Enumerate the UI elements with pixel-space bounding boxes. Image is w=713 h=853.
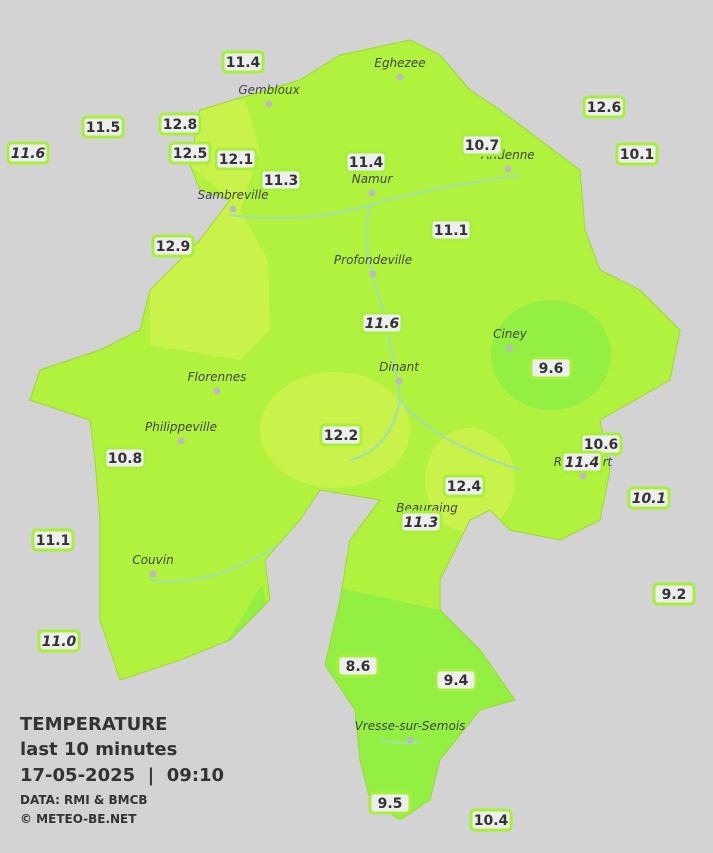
- station-value: 11.4: [565, 455, 600, 471]
- station-value: 9.4: [444, 673, 469, 689]
- town-dot: [265, 100, 273, 108]
- station-value: 11.1: [36, 533, 71, 549]
- town-label: Vresse-sur-Semois: [355, 719, 466, 733]
- station-box: [151, 234, 195, 258]
- stations: 11.4 11.5 11.6 12.8 12.5 12.1 11.3 11.4 10.7 12.6…: [6, 50, 696, 832]
- station-box: [469, 808, 513, 832]
- station-value: 10.1: [620, 147, 655, 163]
- station-value: 11.6: [365, 316, 400, 332]
- station-box: [168, 141, 212, 165]
- station-box: [336, 654, 380, 678]
- town-dot: [149, 570, 157, 578]
- legend: TEMPERATURE last 10 minutes 17-05-2025 |…: [20, 714, 224, 826]
- town-dot: [213, 387, 221, 395]
- town-label: Gembloux: [238, 83, 300, 97]
- town-label: Ciney: [493, 327, 528, 341]
- town-label: Namur: [352, 172, 394, 186]
- legend-copyright: © METEO-BE.NET: [20, 812, 137, 826]
- station-box: [652, 582, 696, 606]
- town-dot: [506, 344, 514, 352]
- station-box: [221, 50, 265, 74]
- station-box: [6, 141, 50, 165]
- station-value: 12.4: [447, 479, 482, 495]
- station-value: 12.1: [219, 152, 254, 168]
- town-dot: [369, 270, 377, 278]
- station-box: [582, 95, 626, 119]
- town-dot: [395, 377, 403, 385]
- town-label: Dinant: [379, 360, 420, 374]
- station-box: [529, 356, 573, 380]
- town-dot: [579, 472, 587, 480]
- station-value: 12.5: [173, 146, 208, 162]
- station-box: [259, 168, 303, 192]
- town-dot: [504, 165, 512, 173]
- station-value: 11.3: [404, 515, 439, 531]
- town-label: Florennes: [188, 370, 247, 384]
- station-box: [460, 133, 504, 157]
- station-box: [368, 791, 412, 815]
- town-label: Couvin: [132, 553, 173, 567]
- station-value: 9.6: [539, 361, 564, 377]
- station-box: [158, 112, 202, 136]
- legend-source: DATA: RMI & BMCB: [20, 793, 148, 807]
- station-value: 12.9: [156, 239, 191, 255]
- station-value: 10.6: [584, 437, 619, 453]
- towns: EghezeeGemblouxAndenneNamurSambrevillePr…: [132, 56, 614, 744]
- station-value: 12.6: [587, 100, 622, 116]
- station-value: 10.7: [465, 138, 500, 154]
- town-label: Profondeville: [334, 253, 412, 267]
- station-value: 11.6: [11, 146, 46, 162]
- town-label: Eghezee: [374, 56, 425, 70]
- station-box: [399, 510, 443, 534]
- town-dot: [396, 73, 404, 81]
- station-value: 10.4: [474, 813, 509, 829]
- station-box: [344, 150, 388, 174]
- station-box: [627, 486, 671, 510]
- station-box: [434, 668, 478, 692]
- station-box: [214, 147, 258, 171]
- legend-subtitle: last 10 minutes: [20, 739, 177, 760]
- station-value: 8.6: [346, 659, 371, 675]
- station-value: 11.4: [226, 55, 261, 71]
- town-label: Sambreville: [197, 188, 268, 202]
- station-value: 12.8: [163, 117, 198, 133]
- station-box: [442, 474, 486, 498]
- station-box: [37, 629, 81, 653]
- station-value: 11.5: [86, 120, 121, 136]
- station-value: 11.4: [349, 155, 384, 171]
- legend-title: TEMPERATURE: [20, 714, 167, 735]
- station-value: 10.1: [632, 491, 667, 507]
- station-box: [103, 446, 147, 470]
- station-value: 9.5: [378, 796, 403, 812]
- station-value: 11.1: [434, 223, 469, 239]
- station-box: [81, 115, 125, 139]
- station-value: 11.0: [42, 634, 77, 650]
- station-value: 10.8: [108, 451, 143, 467]
- town-dot: [406, 736, 414, 744]
- station-box: [360, 311, 404, 335]
- station-value: 12.2: [324, 428, 359, 444]
- town-dot: [229, 205, 237, 213]
- town-dot: [368, 189, 376, 197]
- town-dot: [177, 437, 185, 445]
- legend-datetime: 17-05-2025 | 09:10: [20, 765, 224, 786]
- station-box: [319, 423, 363, 447]
- station-value: 11.3: [264, 173, 299, 189]
- town-label: Philippeville: [145, 420, 217, 434]
- station-box: [615, 142, 659, 166]
- station-box: [560, 450, 604, 474]
- station-value: 9.2: [662, 587, 687, 603]
- station-box: [31, 528, 75, 552]
- station-box: [429, 218, 473, 242]
